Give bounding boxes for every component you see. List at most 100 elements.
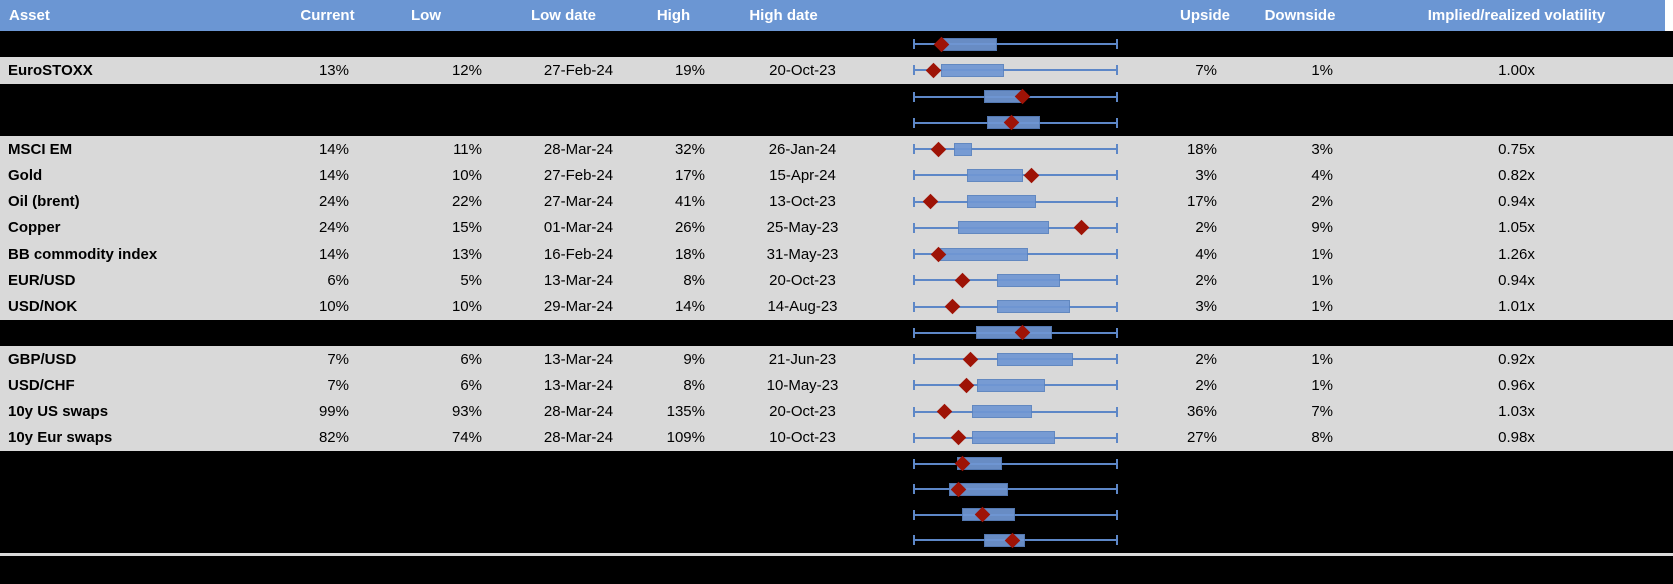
cell-implied-realized[interactable]: 1.26x bbox=[1498, 245, 1535, 263]
cell-low[interactable]: 10% bbox=[451, 298, 482, 316]
cell-high[interactable]: 8% bbox=[683, 376, 705, 394]
cell-current[interactable]: 7% bbox=[327, 350, 349, 368]
cell-asset[interactable]: MSCI EM bbox=[8, 140, 73, 158]
cell-implied-realized[interactable]: 1.00x bbox=[1498, 61, 1535, 79]
header-cell-downside[interactable]: Downside bbox=[1264, 7, 1336, 24]
cell-current[interactable]: 82% bbox=[318, 429, 349, 447]
header-cell-lowdate[interactable]: Low date bbox=[530, 7, 596, 24]
cell-asset[interactable]: USD/CHF bbox=[8, 376, 75, 394]
cell-low[interactable]: 6% bbox=[460, 350, 482, 368]
cell-current[interactable]: 14% bbox=[318, 140, 349, 158]
cell-low-date[interactable]: 13-Mar-24 bbox=[543, 376, 614, 394]
cell-high-date[interactable]: 10-May-23 bbox=[766, 376, 839, 394]
cell-high-date[interactable]: 13-Oct-23 bbox=[769, 193, 836, 211]
cell-asset[interactable]: EuroSTOXX bbox=[8, 61, 93, 79]
cell-asset[interactable]: GBP/USD bbox=[8, 350, 77, 368]
cell-high-date[interactable]: 26-Jan-24 bbox=[768, 140, 837, 158]
cell-asset[interactable]: EUR/USD bbox=[8, 271, 76, 289]
cell-implied-realized[interactable]: 0.82x bbox=[1498, 166, 1535, 184]
cell-low[interactable]: 15% bbox=[451, 219, 482, 237]
cell-low-date[interactable]: 27-Feb-24 bbox=[543, 166, 614, 184]
cell-low-date[interactable]: 01-Mar-24 bbox=[543, 219, 614, 237]
cell-current[interactable]: 7% bbox=[327, 376, 349, 394]
cell-upside[interactable]: 17% bbox=[1186, 193, 1217, 211]
cell-implied-realized[interactable]: 0.75x bbox=[1498, 140, 1535, 158]
cell-high-date[interactable]: 20-Oct-23 bbox=[769, 403, 836, 421]
cell-current[interactable]: 6% bbox=[327, 271, 349, 289]
cell-high[interactable]: 135% bbox=[666, 403, 705, 421]
cell-implied-realized[interactable]: 1.05x bbox=[1498, 219, 1535, 237]
cell-low[interactable]: 13% bbox=[451, 245, 482, 263]
cell-downside[interactable]: 8% bbox=[1311, 429, 1333, 447]
cell-implied-realized[interactable]: 0.92x bbox=[1498, 350, 1535, 368]
cell-upside[interactable]: 18% bbox=[1186, 140, 1217, 158]
cell-high[interactable]: 18% bbox=[674, 245, 705, 263]
cell-low[interactable]: 93% bbox=[451, 403, 482, 421]
header-cell-chart[interactable] bbox=[860, 0, 1170, 31]
cell-low[interactable]: 74% bbox=[451, 429, 482, 447]
cell-low-date[interactable]: 27-Mar-24 bbox=[543, 193, 614, 211]
header-cell-high[interactable]: High bbox=[656, 7, 691, 24]
cell-downside[interactable]: 2% bbox=[1311, 193, 1333, 211]
cell-upside[interactable]: 3% bbox=[1195, 166, 1217, 184]
cell-asset[interactable]: 10y US swaps bbox=[8, 403, 109, 421]
cell-downside[interactable]: 1% bbox=[1311, 245, 1333, 263]
cell-current[interactable]: 14% bbox=[318, 166, 349, 184]
header-cell-highdate[interactable]: High date bbox=[749, 7, 818, 24]
cell-upside[interactable]: 2% bbox=[1195, 376, 1217, 394]
cell-upside[interactable]: 2% bbox=[1195, 350, 1217, 368]
cell-asset[interactable]: Copper bbox=[8, 219, 61, 237]
cell-downside[interactable]: 4% bbox=[1311, 166, 1333, 184]
cell-current[interactable]: 99% bbox=[318, 403, 349, 421]
cell-low[interactable]: 22% bbox=[451, 193, 482, 211]
cell-low[interactable]: 11% bbox=[453, 140, 482, 158]
cell-asset[interactable]: Oil (brent) bbox=[8, 193, 80, 211]
cell-high[interactable]: 109% bbox=[666, 429, 705, 447]
cell-high-date[interactable]: 31-May-23 bbox=[766, 245, 839, 263]
cell-low-date[interactable]: 28-Mar-24 bbox=[543, 403, 614, 421]
cell-high-date[interactable]: 21-Jun-23 bbox=[768, 350, 837, 368]
cell-upside[interactable]: 2% bbox=[1195, 219, 1217, 237]
cell-upside[interactable]: 3% bbox=[1195, 298, 1217, 316]
cell-downside[interactable]: 1% bbox=[1311, 376, 1333, 394]
cell-high-date[interactable]: 14-Aug-23 bbox=[767, 298, 838, 316]
cell-upside[interactable]: 4% bbox=[1195, 245, 1217, 263]
header-cell-current[interactable]: Current bbox=[300, 7, 355, 24]
cell-current[interactable]: 13% bbox=[318, 61, 349, 79]
cell-current[interactable]: 10% bbox=[318, 298, 349, 316]
cell-low-date[interactable]: 29-Mar-24 bbox=[543, 298, 614, 316]
cell-upside[interactable]: 2% bbox=[1195, 271, 1217, 289]
header-cell-upside[interactable]: Upside bbox=[1179, 7, 1230, 24]
cell-low-date[interactable]: 27-Feb-24 bbox=[543, 61, 614, 79]
cell-high[interactable]: 9% bbox=[683, 350, 705, 368]
cell-downside[interactable]: 1% bbox=[1311, 271, 1333, 289]
cell-upside[interactable]: 7% bbox=[1195, 61, 1217, 79]
cell-low[interactable]: 6% bbox=[460, 376, 482, 394]
cell-downside[interactable]: 9% bbox=[1311, 219, 1333, 237]
header-cell-low[interactable]: Low bbox=[411, 7, 441, 24]
cell-high-date[interactable]: 25-May-23 bbox=[766, 219, 839, 237]
cell-upside[interactable]: 27% bbox=[1186, 429, 1217, 447]
cell-low[interactable]: 12% bbox=[451, 61, 482, 79]
cell-low-date[interactable]: 13-Mar-24 bbox=[543, 350, 614, 368]
cell-downside[interactable]: 1% bbox=[1311, 350, 1333, 368]
cell-asset[interactable]: BB commodity index bbox=[8, 245, 158, 263]
cell-downside[interactable]: 3% bbox=[1311, 140, 1333, 158]
cell-implied-realized[interactable]: 0.94x bbox=[1498, 193, 1535, 211]
cell-upside[interactable]: 36% bbox=[1186, 403, 1217, 421]
header-cell-implied[interactable]: Implied/realized volatility bbox=[1427, 7, 1606, 24]
cell-high-date[interactable]: 20-Oct-23 bbox=[769, 61, 836, 79]
cell-implied-realized[interactable]: 0.96x bbox=[1498, 376, 1535, 394]
header-cell-asset[interactable]: Asset bbox=[9, 7, 50, 24]
cell-low[interactable]: 10% bbox=[451, 166, 482, 184]
cell-high[interactable]: 8% bbox=[683, 271, 705, 289]
cell-implied-realized[interactable]: 0.98x bbox=[1498, 429, 1535, 447]
cell-high[interactable]: 19% bbox=[674, 61, 705, 79]
cell-current[interactable]: 14% bbox=[318, 245, 349, 263]
cell-high[interactable]: 14% bbox=[674, 298, 705, 316]
cell-downside[interactable]: 1% bbox=[1311, 298, 1333, 316]
cell-high[interactable]: 32% bbox=[674, 140, 705, 158]
cell-low[interactable]: 5% bbox=[460, 271, 482, 289]
cell-implied-realized[interactable]: 0.94x bbox=[1498, 271, 1535, 289]
cell-low-date[interactable]: 28-Mar-24 bbox=[543, 140, 614, 158]
